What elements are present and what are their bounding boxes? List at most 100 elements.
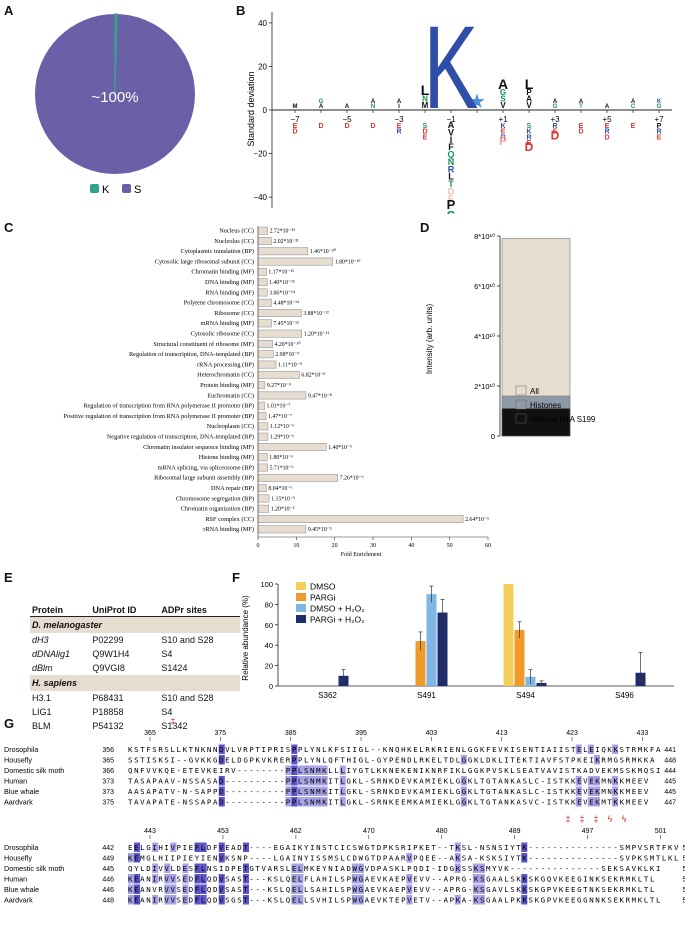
sites-cell: S1342 — [161, 721, 188, 731]
go-term-label: Nucleoplasm (CC) — [207, 423, 254, 430]
abundance-y-tick-label: 80 — [265, 600, 273, 609]
enrichment-bar — [257, 350, 274, 359]
logo-letter: S — [500, 95, 506, 104]
alignment-conserved-cell — [200, 842, 207, 852]
uniprot-cell: P68431 — [92, 693, 124, 703]
logo-letter: D — [551, 128, 560, 142]
enrichment-pvalue: 1.40*10⁻⁶ — [328, 445, 352, 451]
logo-letter: R — [656, 129, 661, 136]
enrichment-bar — [257, 319, 272, 328]
alignment-conserved-cell — [194, 895, 201, 905]
logo-letter: R — [500, 134, 505, 141]
logo-letter: M — [293, 104, 298, 110]
alignment-conserved-cell — [194, 874, 201, 884]
logo-letter: V — [526, 101, 532, 110]
sites-cell: S10 and S28 — [161, 693, 214, 703]
alignment-similar-cell — [170, 884, 177, 894]
pie-slice-K — [114, 13, 118, 95]
alignment-ruler-label: 395 — [355, 730, 367, 737]
logo-letter: D — [422, 129, 427, 136]
alignment-ruler-label: 365 — [144, 730, 156, 737]
go-term-label: Ribosomal large subunit assembly (BP) — [154, 475, 254, 482]
alignment-end-number: 517 — [683, 856, 685, 863]
enrichment-pvalue: 1.01*10⁻⁷ — [267, 404, 291, 410]
panel-e-adpr-sites-table: Protein UniProt ID ADPr sites D. melanog… — [30, 604, 240, 733]
logo-letter: D — [292, 129, 297, 136]
alignment-end-number: 441 — [664, 747, 676, 754]
alignment-start-number: 375 — [102, 800, 114, 807]
logo-letter: D — [370, 123, 375, 130]
alignment-conserved-cell — [194, 863, 201, 873]
alignment-similar-cell — [152, 874, 159, 884]
alignment-end-number: 519 — [683, 866, 685, 873]
alignment-species-name: Aardvark — [4, 798, 33, 807]
logo-letter: I — [450, 135, 453, 145]
alignment-sequence: AASAPATV-N-SAPPD----------PPLSNMKITLGKL-… — [128, 787, 649, 796]
panel-letter-b: B — [236, 3, 246, 18]
enrichment-bar — [257, 515, 464, 523]
logo-letter: E — [501, 129, 506, 136]
intensity-y-axis-label: Intensity (arb. units) — [425, 304, 434, 375]
alignment-similar-cell — [406, 853, 413, 863]
logo-letter: A — [526, 95, 532, 104]
intensity-legend-swatch — [515, 385, 527, 396]
enrichment-pvalue: 1.17*10⁻¹⁵ — [268, 270, 294, 276]
alignment-start-number: 442 — [102, 845, 114, 852]
alignment-similar-cell — [575, 797, 582, 807]
alignment-similar-cell — [297, 895, 304, 905]
alignment-similar-cell — [612, 797, 619, 807]
alignment-conserved-cell — [218, 884, 225, 894]
enrichment-pvalue: 1.11*10⁻⁹ — [278, 362, 302, 368]
logo-letter: A — [319, 104, 324, 110]
alignment-similar-cell — [472, 874, 479, 884]
alignment-conserved-cell — [521, 853, 528, 863]
enrichment-pvalue: 1.80*10⁻⁶ — [269, 455, 293, 461]
abundance-legend-swatch — [296, 593, 306, 601]
intensity-legend-swatch — [515, 399, 527, 410]
alignment-end-number: 447 — [664, 800, 676, 807]
alignment-conserved-cell — [134, 884, 141, 894]
enrichment-x-tick-label: 20 — [332, 543, 338, 549]
enrichment-bar — [257, 381, 266, 390]
enrichment-pvalue: 1.20*10⁻¹¹ — [304, 332, 330, 338]
enrichment-bar — [257, 391, 307, 400]
alignment-conserved-cell — [521, 884, 528, 894]
pie-center-label: ~100% — [91, 89, 138, 106]
alignment-sequence: TASAPAAV-NSSASAD----------PPLSNMKITLGKL-… — [128, 777, 649, 786]
panel-d-intensity-chart: Intensity (arb. units) 0 2*10¹⁰ 4*10¹⁰ 6*10… — [425, 232, 596, 441]
logo-letter: N — [448, 157, 455, 167]
alignment-conserved-cell — [134, 895, 141, 905]
alignment-similar-cell — [472, 884, 479, 894]
uniprot-cell: P18858 — [92, 707, 124, 717]
alignment-similar-cell — [164, 874, 171, 884]
alignment-ruler-label: 385 — [285, 730, 297, 737]
logo-letter: E — [397, 123, 402, 130]
logo-y-axis-label: Standard deviation — [246, 71, 256, 146]
alignment-similar-cell — [309, 776, 316, 786]
logo-letter: D — [578, 129, 583, 136]
enrichment-x-tick-label: 50 — [447, 543, 453, 549]
panel-letter-c: C — [4, 220, 14, 235]
go-term-label: Regulation of transcription from RNA pol… — [83, 403, 254, 410]
go-term-label: Chromatin organization (BP) — [181, 506, 254, 513]
alignment-species-name: Blue whale — [4, 885, 39, 894]
logo-letter: D — [525, 140, 534, 154]
logo-letter: G — [500, 88, 506, 97]
enrichment-x-tick-label: 60 — [485, 543, 491, 549]
go-term-label: DNA binding (MF) — [205, 279, 254, 286]
alignment-similar-cell — [612, 786, 619, 796]
alignment-similar-cell — [297, 874, 304, 884]
alignment-similar-cell — [357, 863, 364, 873]
alignment-sequence: KEMGLHIIPIEYIENVKSNP----LGAINYISSMSLCDWG… — [128, 854, 679, 863]
sites-cell: S10 and S28 — [161, 635, 214, 645]
protein-cell: dDNAlig1 — [32, 649, 71, 659]
alignment-site-marker: ‡ — [593, 814, 598, 824]
alignment-species-name: Human — [4, 875, 27, 884]
alignment-similar-cell — [152, 895, 159, 905]
enrichment-pvalue: 5.71*10⁻⁶ — [270, 465, 294, 471]
alignment-similar-cell — [182, 874, 189, 884]
enrichment-bar — [257, 422, 269, 431]
alignment-species-name: Domestic silk moth — [4, 864, 64, 873]
logo-letter: A — [498, 76, 508, 92]
enrichment-bar — [257, 288, 268, 297]
